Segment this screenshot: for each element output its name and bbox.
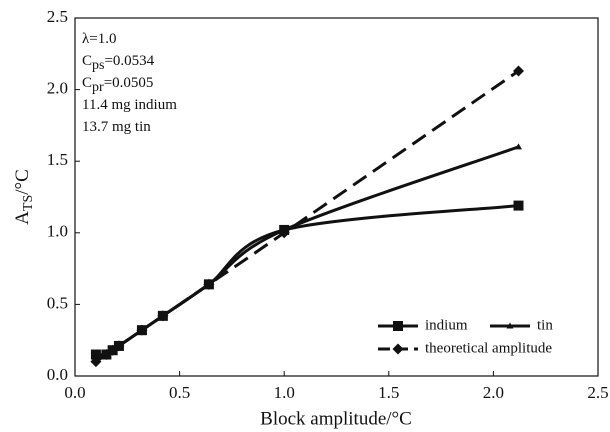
legend-label: tin: [537, 317, 553, 333]
annotation-sub: pr: [92, 80, 104, 95]
annotation-sub: ps: [92, 58, 104, 73]
annotation: λ=1.0: [82, 31, 116, 47]
y-tick-label: 1.5: [47, 150, 68, 169]
legend-marker: [392, 343, 404, 355]
x-tick-label: 1.0: [274, 383, 295, 402]
marker: [278, 227, 290, 239]
annotation-text: =0.0534: [104, 53, 154, 69]
plot-frame: [74, 17, 599, 377]
x-tick-label: 2.0: [483, 383, 504, 402]
marker: [513, 65, 525, 77]
series-line: [95, 69, 520, 363]
annotation-text: 13.7 mg tin: [82, 119, 151, 135]
x-axis-label: Block amplitude/°C: [260, 408, 412, 429]
legend-label: theoretical amplitude: [425, 340, 552, 356]
annotation-text: 11.4 mg indium: [82, 97, 177, 113]
legend-label: indium: [425, 317, 468, 333]
marker: [90, 356, 102, 368]
annotation-text: λ=1.0: [82, 31, 116, 47]
x-tick-label: 1.5: [378, 383, 399, 402]
marker: [513, 200, 524, 211]
x-tick-label: 0.0: [64, 383, 85, 402]
annotation: Cps=0.0534: [82, 53, 155, 73]
y-tick-label: 0.0: [47, 365, 68, 384]
legend-marker: [506, 322, 514, 329]
annotation-text: =0.0505: [104, 75, 154, 91]
y-axis-label: ATS/°C: [12, 169, 36, 225]
y-tick-label: 2.0: [47, 79, 68, 98]
annotation: 13.7 mg tin: [82, 119, 151, 135]
marker: [203, 278, 215, 290]
y-tick-label: 1.0: [47, 222, 68, 241]
annotation: Cpr=0.0505: [82, 75, 153, 95]
legend-marker: [393, 321, 403, 331]
marker: [515, 143, 523, 150]
annotation-text: C: [82, 53, 92, 69]
y-tick-label: 2.5: [47, 7, 68, 26]
marker: [157, 310, 169, 322]
marker: [113, 340, 125, 352]
x-tick-label: 0.5: [169, 383, 190, 402]
x-tick-label: 2.5: [587, 383, 608, 402]
y-tick-label: 0.5: [47, 293, 68, 312]
marker: [136, 324, 148, 336]
annotation-text: C: [82, 75, 92, 91]
annotation: 11.4 mg indium: [82, 97, 177, 113]
